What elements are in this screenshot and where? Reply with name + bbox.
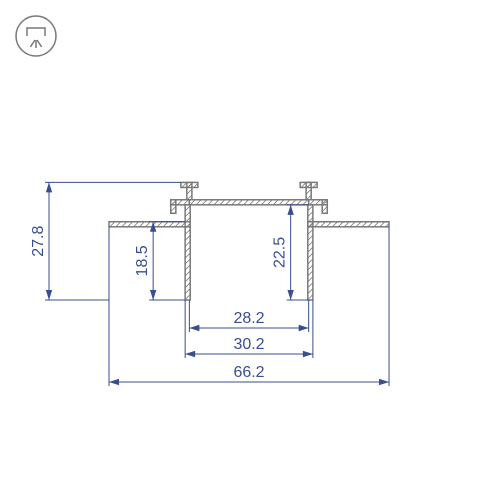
dim-h-overall: 27.8 xyxy=(30,182,49,300)
dim-h-flange: 18.5 xyxy=(134,222,153,300)
dim-h-channel-label: 22.5 xyxy=(272,237,289,268)
dim-h-channel: 22.5 xyxy=(272,205,291,300)
downlight-icon xyxy=(16,16,56,56)
top-plate-left xyxy=(166,200,195,205)
left-flange xyxy=(104,222,198,227)
right-flange xyxy=(303,222,397,227)
dim-h-flange-label: 18.5 xyxy=(134,245,151,276)
dim-w-overall: 66.2 xyxy=(109,364,389,382)
dim-w-overall-label: 66.2 xyxy=(233,364,264,381)
right-tee-cap xyxy=(295,182,324,187)
dim-w-inner-label: 28.2 xyxy=(233,310,264,327)
top-plate-right xyxy=(304,200,333,205)
top-hat-left-lip xyxy=(157,200,200,214)
top-plate-mid xyxy=(184,200,313,205)
dim-w-inner: 28.2 xyxy=(189,310,308,328)
top-hat-right-lip xyxy=(309,200,352,214)
dim-h-overall-label: 27.8 xyxy=(30,226,47,257)
right-wall xyxy=(213,205,500,300)
left-tee-cap xyxy=(176,182,205,187)
dim-w-outer-label: 30.2 xyxy=(233,336,264,353)
dim-w-outer: 30.2 xyxy=(185,336,313,354)
